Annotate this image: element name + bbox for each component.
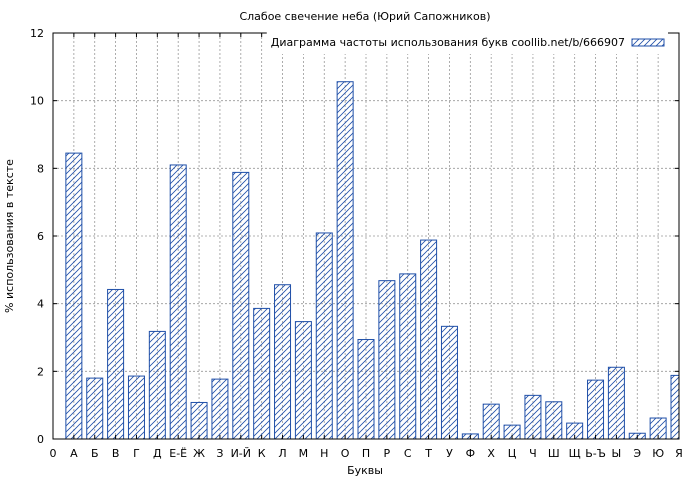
x-tick-label: Б: [91, 447, 99, 460]
x-tick-label: Р: [384, 447, 391, 460]
bar: [253, 307, 271, 440]
x-tick-label: О: [341, 447, 350, 460]
bar: [274, 284, 292, 440]
bar: [587, 379, 605, 440]
x-tick-label: Ф: [466, 447, 475, 460]
y-tick-label: 6: [37, 230, 44, 243]
bar: [232, 171, 250, 440]
x-tick-label: Э: [633, 447, 641, 460]
y-tick-label: 4: [37, 298, 44, 311]
bar: [378, 280, 396, 440]
bar: [148, 330, 166, 440]
bar: [127, 375, 145, 440]
x-tick-label: К: [258, 447, 266, 460]
bar: [399, 273, 417, 440]
x-tick-label: Ц: [508, 447, 517, 460]
bar: [211, 378, 229, 440]
bar: [607, 366, 625, 440]
x-axis-label: Буквы: [347, 464, 383, 477]
x-tick-label: Щ: [569, 447, 581, 460]
legend: Диаграмма частоты использования букв coo…: [266, 30, 668, 54]
x-tick-label: Н: [320, 447, 328, 460]
x-tick-label: Д: [153, 447, 162, 460]
x-tick-label: С: [404, 447, 412, 460]
x-tick-label: Ю: [652, 447, 664, 460]
legend-swatch: [631, 38, 665, 47]
x-tick-label: Ь-Ъ: [585, 447, 606, 460]
bar: [440, 325, 458, 440]
x-tick-label: Г: [133, 447, 140, 460]
x-tick-label: П: [362, 447, 370, 460]
x-tick-label: Т: [424, 447, 432, 460]
bar: [357, 339, 375, 440]
y-tick-label: 2: [37, 365, 44, 378]
x-tick-label: Я: [675, 447, 683, 460]
x-tick-label: Л: [278, 447, 286, 460]
y-tick-label: 12: [30, 27, 44, 40]
bar: [65, 152, 83, 440]
y-axis-ticks: 0 2 4 6 8 10 12: [30, 27, 679, 446]
x-tick-label: Ы: [612, 447, 622, 460]
x-tick-label: Ч: [529, 447, 537, 460]
x-tick-label: У: [446, 447, 453, 460]
x-tick-label: Е-Ё: [169, 447, 187, 460]
bar: [107, 288, 125, 440]
y-axis-label: % использования в тексте: [3, 159, 16, 313]
bar: [315, 232, 333, 440]
x-tick-label: В: [112, 447, 120, 460]
x-tick-label: Ж: [193, 447, 205, 460]
bar: [524, 394, 542, 440]
bar: [420, 239, 438, 440]
bar: [169, 164, 187, 440]
x-tick-label: Х: [487, 447, 495, 460]
bar: [545, 401, 563, 440]
legend-label: Диаграмма частоты использования букв coo…: [271, 36, 625, 49]
x-tick-label: 0: [50, 447, 57, 460]
x-tick-label: А: [70, 447, 78, 460]
bar: [336, 81, 354, 440]
bar: [482, 403, 500, 440]
x-tick-label: И-Й: [231, 447, 251, 460]
y-tick-label: 10: [30, 95, 44, 108]
x-tick-label: М: [299, 447, 309, 460]
grid-lines: [53, 33, 679, 439]
x-tick-label: З: [216, 447, 223, 460]
chart-title: Слабое свечение неба (Юрий Сапожников): [239, 10, 490, 23]
legend-background: [266, 30, 668, 54]
bar: [294, 321, 312, 440]
bars: [65, 81, 680, 440]
bar: [670, 374, 680, 440]
bar: [86, 377, 104, 440]
x-axis-ticks: 0 А Б В Г Д Е-Ё Ж З И-Й К Л М Н О П Р С Т У Ф Х Ц Ч Ш Щ Ь-Ъ Ы Э Ю Я: [50, 33, 683, 460]
y-tick-label: 8: [37, 162, 44, 175]
x-tick-label: Ш: [548, 447, 560, 460]
y-tick-label: 0: [37, 433, 44, 446]
bar: [190, 401, 208, 440]
